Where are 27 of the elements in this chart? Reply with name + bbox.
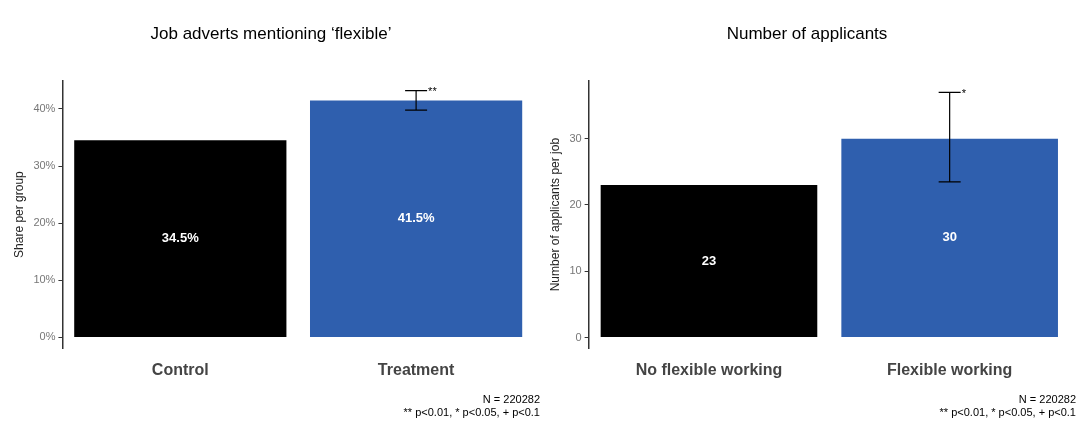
data-label: 23 [701, 252, 717, 268]
y-tick-label: 30 [569, 131, 582, 144]
text: ** p<0.01, * p<0.05, + p<0.1 [939, 405, 1076, 418]
data-label: 41.5% [397, 210, 435, 226]
x-tick-label: Control [151, 360, 209, 378]
x-tick-label: Flexible working [886, 360, 1013, 378]
text: ** p<0.01, * p<0.05, + p<0.1 [403, 405, 540, 418]
chart-title: Job adverts mentioning ‘flexible’ [150, 23, 392, 43]
y-tick-label: 20 [569, 198, 582, 211]
x-tick-label: Treatment [377, 360, 456, 378]
chart-title: Number of applicants [726, 23, 888, 43]
y-tick-label: 0 [575, 330, 582, 343]
y-tick-label: 20% [33, 216, 56, 229]
y-tick-label: 30% [33, 159, 56, 172]
y-tick-label: 40% [33, 101, 56, 114]
y-tick-label: 0% [39, 330, 56, 343]
annotation: * [961, 86, 967, 99]
y-axis-title: Number of applicants per job [547, 137, 562, 292]
annotation: ** [428, 85, 438, 98]
y-tick-label: 10% [33, 273, 56, 286]
text: N = 220282 [482, 392, 540, 405]
data-label: 30 [942, 229, 957, 245]
y-axis-title: Share per group [11, 170, 26, 258]
y-tick-label: 10 [569, 264, 582, 277]
text: N = 220282 [1018, 392, 1076, 405]
data-label: 34.5% [161, 230, 200, 246]
x-tick-label: No flexible working [635, 360, 783, 378]
